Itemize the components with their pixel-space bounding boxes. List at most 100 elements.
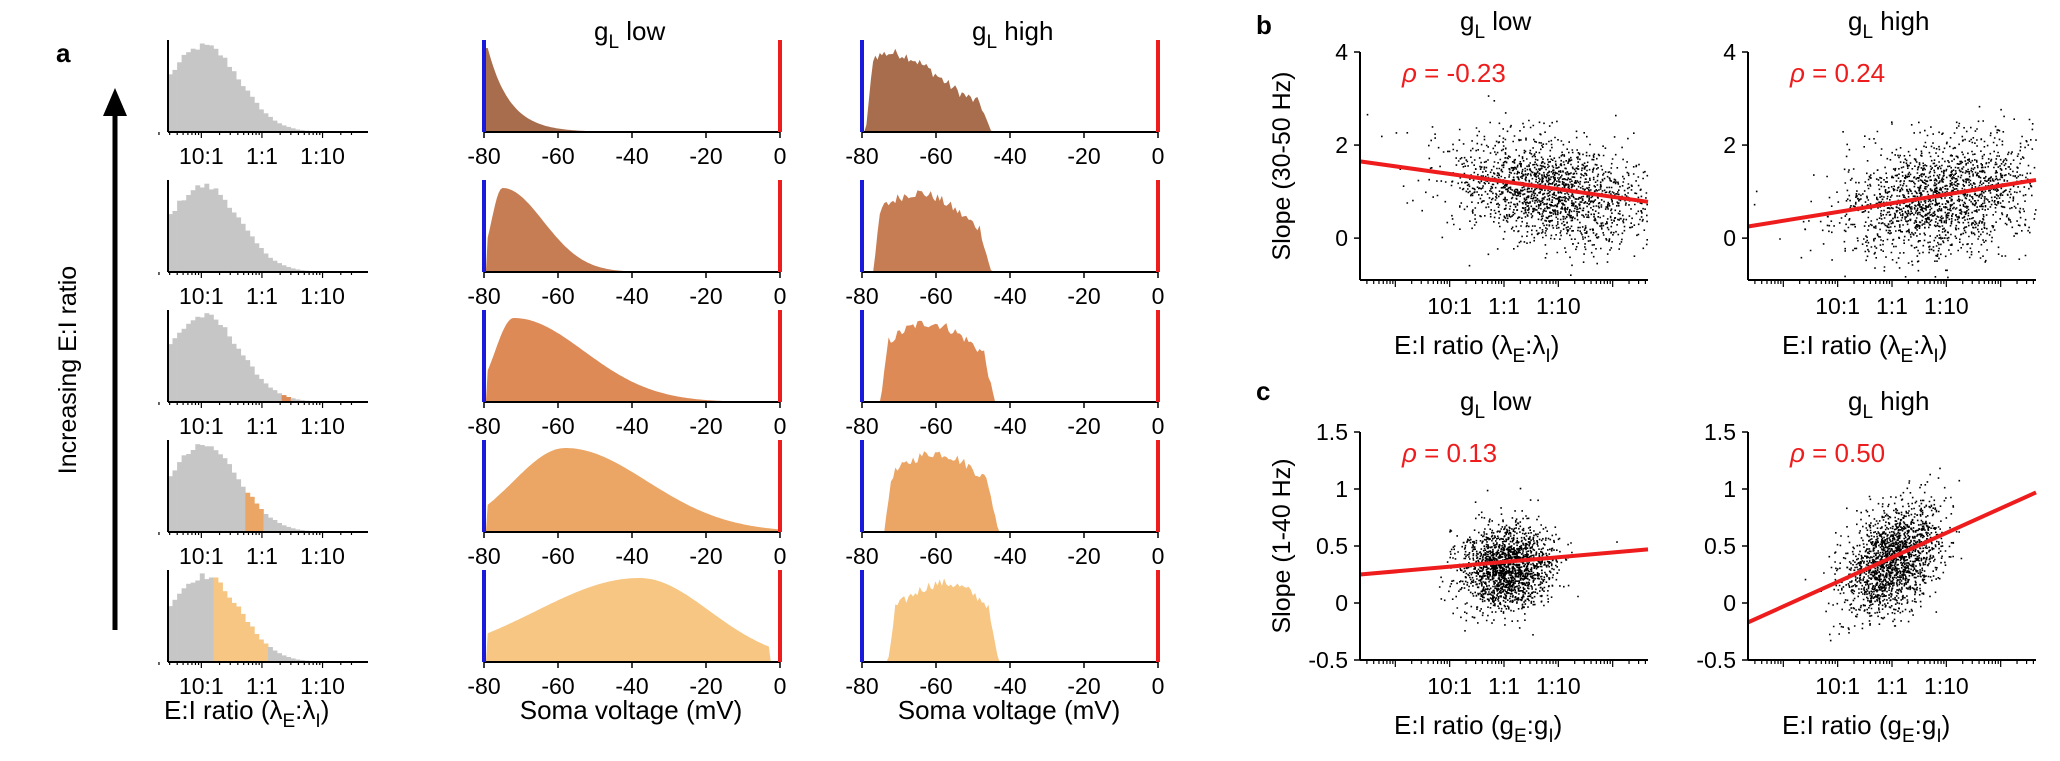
hist-bar bbox=[231, 71, 237, 132]
hist-bar bbox=[208, 45, 214, 132]
hist-bar bbox=[177, 62, 182, 132]
voltage-tick-label: -80 bbox=[845, 413, 878, 439]
hist-bar-highlight bbox=[227, 597, 232, 662]
hist-bar bbox=[290, 398, 296, 402]
voltage-tick-label: -20 bbox=[689, 413, 722, 439]
voltage-low-row-1: -80 -60 -40 -20 0 bbox=[467, 40, 786, 169]
hist-bar bbox=[290, 528, 296, 532]
hist-bar-highlight bbox=[263, 643, 269, 662]
voltage-area bbox=[484, 48, 780, 132]
hist-bar bbox=[177, 593, 182, 662]
hist-bar bbox=[268, 387, 273, 402]
scatter-title: gL high bbox=[1848, 6, 1929, 43]
voltage-tick-label: -20 bbox=[689, 543, 722, 569]
ei-arrow-head bbox=[103, 88, 127, 116]
hist-bar bbox=[249, 236, 255, 272]
voltage-tick-label: 0 bbox=[774, 543, 787, 569]
voltage-tick-label: 0 bbox=[1152, 413, 1165, 439]
voltage-tick-label: -60 bbox=[541, 143, 574, 169]
hist-bar bbox=[204, 44, 210, 132]
svg-text:gL low: gL low bbox=[594, 16, 666, 53]
voltage-tick-label: -60 bbox=[919, 543, 952, 569]
voltage-high-row-3: -80 -60 -40 -20 0 bbox=[845, 310, 1164, 439]
x-axis-label: E:I ratio (gE:gI) bbox=[1394, 710, 1562, 747]
hist-bar bbox=[213, 319, 219, 402]
hist-bar bbox=[290, 128, 296, 132]
hist-bar-highlight bbox=[245, 622, 251, 662]
hist-bar bbox=[181, 455, 187, 532]
hist-bar bbox=[168, 214, 173, 272]
hist-bar bbox=[195, 185, 201, 272]
voltage-area bbox=[862, 578, 1158, 662]
hist-bar bbox=[172, 211, 178, 272]
hist-bar bbox=[286, 126, 292, 132]
hist-bar-highlight bbox=[231, 602, 237, 662]
voltage-area bbox=[484, 578, 780, 662]
voltage-tick-label: -80 bbox=[845, 673, 878, 699]
hist-bar bbox=[286, 526, 292, 532]
voltage-low-row-5: -80 -60 -40 -20 0 bbox=[467, 570, 786, 699]
hist-tick-label: 1:1 bbox=[246, 543, 278, 569]
hist-bar-highlight bbox=[254, 503, 260, 532]
hist-bar bbox=[272, 650, 278, 662]
hist-bar-highlight bbox=[245, 492, 251, 532]
x-tick-label: 10:1 bbox=[1427, 293, 1472, 319]
hist-bar bbox=[249, 96, 255, 132]
hist-bar bbox=[218, 325, 223, 402]
voltage-tick-label: 0 bbox=[774, 143, 787, 169]
voltage-tick-label: -60 bbox=[541, 543, 574, 569]
hist-bar-highlight bbox=[240, 613, 246, 662]
hist-bar bbox=[272, 120, 278, 132]
hist-bar bbox=[177, 200, 182, 272]
hist-bar bbox=[290, 658, 296, 662]
hist-bar bbox=[272, 260, 278, 272]
hist-bar-highlight bbox=[249, 496, 255, 532]
voltage-tick-label: -40 bbox=[993, 543, 1026, 569]
rho-label: ρ = -0.23 bbox=[1401, 58, 1506, 88]
hist-bar bbox=[172, 599, 178, 662]
y-tick-label: 1 bbox=[1723, 476, 1736, 502]
hist-bar bbox=[204, 579, 210, 662]
hist-bar bbox=[277, 263, 282, 272]
hist-bar bbox=[168, 74, 173, 132]
hist-bar bbox=[286, 267, 292, 272]
hist-bar bbox=[295, 129, 301, 132]
hist-bar bbox=[254, 102, 260, 132]
voltage-tick-label: -80 bbox=[845, 283, 878, 309]
hist-bar bbox=[195, 444, 201, 532]
svg-text:E:I ratio (λE:λI): E:I ratio (λE:λI) bbox=[164, 695, 329, 732]
a-low-xlabel: Soma voltage (mV) bbox=[520, 695, 743, 725]
hist-bar bbox=[231, 212, 237, 272]
hist-bar bbox=[199, 573, 205, 662]
x-tick-label: 1:1 bbox=[1876, 673, 1908, 699]
scatter-points bbox=[1753, 105, 2037, 279]
hist-bar bbox=[204, 313, 210, 402]
scatter-c-right: -0.5 0 0.5 1 1.5 10:1 1:1 1:10 gL high ρ = 0.50 E:… bbox=[1696, 386, 2037, 747]
hist-bar bbox=[213, 48, 219, 132]
y-tick-label: 0.5 bbox=[1704, 533, 1736, 559]
voltage-high-row-2: -80 -60 -40 -20 0 bbox=[845, 180, 1164, 309]
scatter-points bbox=[1366, 95, 1649, 276]
x-axis-label: E:I ratio (λE:λI) bbox=[1394, 330, 1559, 367]
voltage-tick-label: -20 bbox=[689, 143, 722, 169]
scatter-title: gL high bbox=[1848, 386, 1929, 423]
y-tick-label: 2 bbox=[1723, 132, 1736, 158]
x-tick-label: 1:10 bbox=[1924, 293, 1969, 319]
hist-bar bbox=[240, 86, 246, 132]
hist-bar bbox=[277, 653, 282, 662]
voltage-area bbox=[862, 190, 1158, 272]
hist-bar bbox=[186, 454, 192, 532]
hist-bar bbox=[222, 458, 228, 532]
scatter-title: gL low bbox=[1460, 6, 1532, 43]
x-axis-label: E:I ratio (λE:λI) bbox=[1782, 330, 1947, 367]
y-tick-label: 0 bbox=[1335, 225, 1348, 251]
hist-bar bbox=[254, 243, 260, 272]
hist-bar-highlight bbox=[218, 582, 223, 662]
hist-row-1: 10:1 1:1 1:10 bbox=[158, 40, 368, 169]
hist-bar bbox=[227, 336, 232, 402]
hist-bar bbox=[281, 265, 287, 272]
hist-tick-label: 1:1 bbox=[246, 673, 278, 699]
hist-bar bbox=[168, 606, 173, 662]
hist-bar bbox=[181, 328, 187, 402]
hist-bar bbox=[263, 253, 269, 272]
